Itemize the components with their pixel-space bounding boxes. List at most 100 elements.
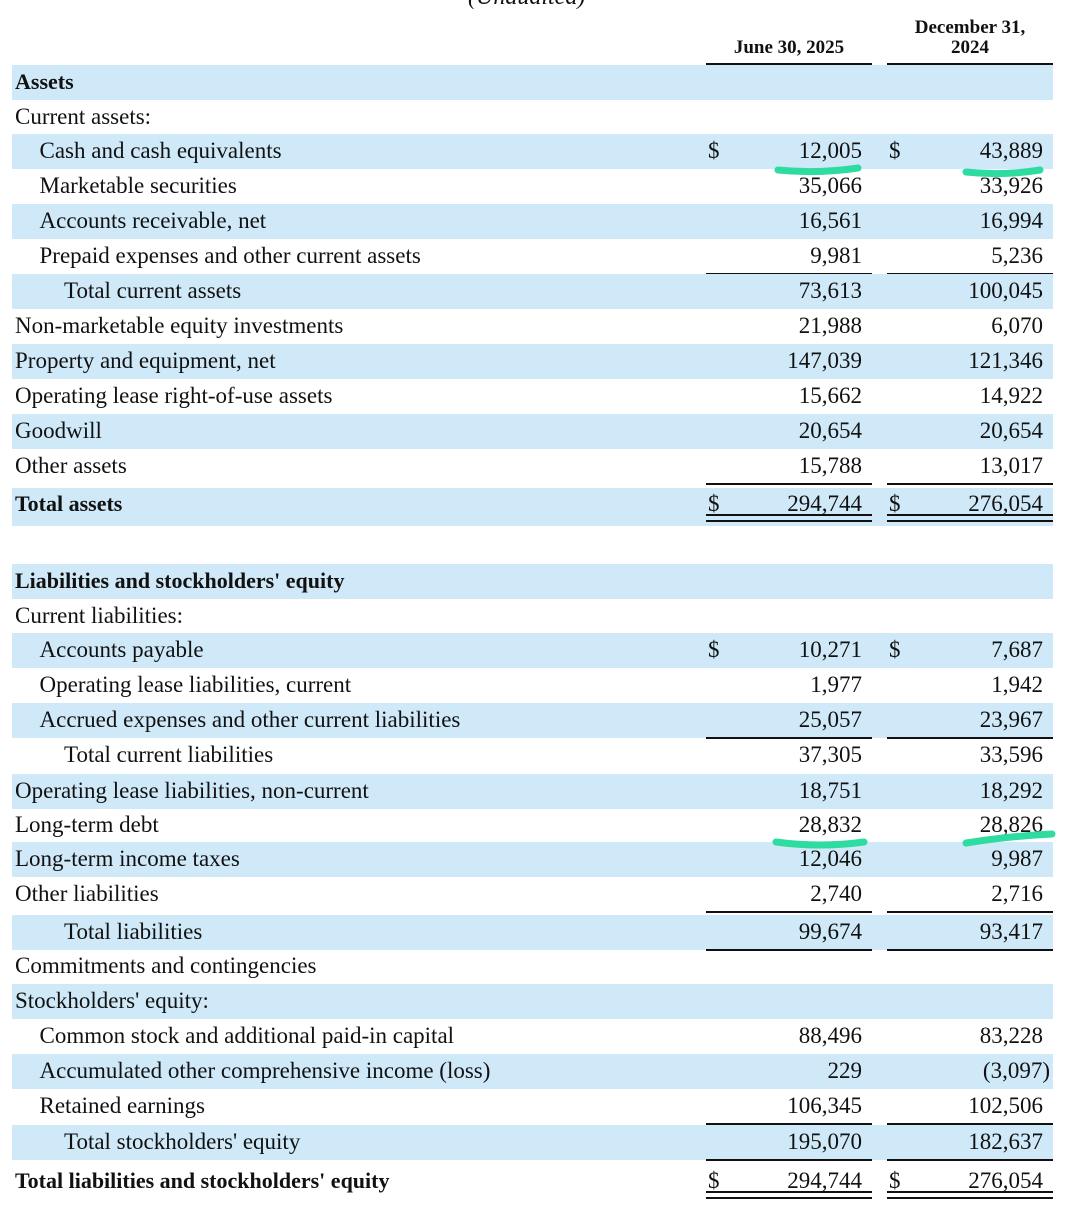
total-rule: [887, 1197, 1053, 1199]
row-label: Accounts receivable, net: [39, 208, 267, 233]
row-shading: [12, 414, 1053, 449]
total-rule: [887, 514, 1053, 516]
amount: 2,740: [810, 881, 862, 906]
row-label: Operating lease right-of-use assets: [15, 383, 333, 408]
total-rule: [706, 1197, 872, 1199]
amount: 37,305: [798, 742, 862, 767]
row-label: Other liabilities: [15, 881, 159, 906]
row-label: Current assets:: [15, 104, 152, 129]
amount: 1,977: [810, 672, 862, 697]
row-label: Stockholders' equity:: [15, 988, 209, 1013]
amount: 21,988: [798, 313, 862, 338]
hand-marks: [772, 164, 1056, 849]
currency-symbol: $: [889, 637, 901, 662]
highlight: [772, 838, 868, 849]
amount: 12,005: [798, 138, 862, 163]
amount: 9,987: [991, 846, 1043, 871]
total-rule: [706, 737, 872, 739]
row-label: Marketable securities: [39, 173, 237, 198]
header-rule: [706, 63, 872, 65]
amount: 83,228: [979, 1023, 1043, 1048]
amount: 88,496: [798, 1023, 862, 1048]
highlight: [774, 164, 862, 176]
amount: 229: [827, 1058, 863, 1083]
total-rule: [706, 514, 872, 516]
amount: 23,967: [979, 707, 1043, 732]
total-rule: [887, 737, 1053, 739]
row-shading: [12, 274, 1053, 309]
amount: 33,926: [979, 173, 1043, 198]
row-label: Other assets: [15, 453, 127, 478]
amount: 13,017: [979, 453, 1043, 478]
amount: 121,346: [968, 348, 1043, 373]
amount: 294,744: [787, 491, 862, 516]
amount: 1,942: [991, 672, 1043, 697]
row-shading: [12, 1054, 1053, 1089]
amount: 5,236: [991, 243, 1043, 268]
total-rule: [887, 483, 1053, 485]
highlight: [962, 166, 1044, 178]
total-rule: [887, 520, 1053, 522]
row-shading: [12, 204, 1053, 239]
amount: 18,751: [798, 778, 862, 803]
amount: 276,054: [968, 1168, 1043, 1193]
amount: 25,057: [798, 707, 862, 732]
total-rule: [706, 1123, 872, 1125]
row-label: Assets: [15, 69, 74, 94]
row-label: Total liabilities and stockholders' equi…: [15, 1168, 390, 1193]
amount: 195,070: [787, 1129, 862, 1154]
row-shading: [12, 774, 1053, 809]
row-label: Non-marketable equity investments: [15, 313, 344, 338]
amount: 20,654: [798, 418, 862, 443]
amount: 147,039: [787, 348, 862, 373]
total-rule: [706, 911, 872, 913]
row-label: Commitments and contingencies: [15, 953, 317, 978]
amount: 15,788: [798, 453, 862, 478]
column-header: June 30, 2025: [733, 37, 845, 58]
amount: 16,994: [979, 208, 1043, 233]
row-label: Accrued expenses and other current liabi…: [39, 707, 461, 732]
total-rule: [706, 483, 872, 485]
amount: 294,744: [787, 1168, 862, 1193]
row-shading: [12, 984, 1053, 1019]
amount: 12,046: [798, 846, 862, 871]
amount: 182,637: [968, 1129, 1043, 1154]
amount: 33,596: [979, 742, 1043, 767]
row-shading: [12, 633, 1053, 668]
row-label: Current liabilities:: [15, 603, 183, 628]
row-label: Total liabilities: [64, 919, 203, 944]
amount: 43,889: [979, 138, 1043, 163]
row-label: Goodwill: [15, 418, 102, 443]
currency-symbol: $: [889, 138, 901, 163]
total-rule: [887, 911, 1053, 913]
total-rule: [887, 1159, 1053, 1161]
amount: 106,345: [787, 1093, 862, 1118]
currency-symbol: $: [889, 491, 901, 516]
row-shading: [12, 65, 1053, 100]
total-rule: [887, 1191, 1053, 1193]
total-rule: [706, 520, 872, 522]
amount: 6,070: [991, 313, 1043, 338]
amount: 73,613: [798, 278, 862, 303]
row-shading: [12, 564, 1053, 599]
amount: 15,662: [798, 383, 862, 408]
row-label: Accumulated other comprehensive income (…: [39, 1058, 491, 1083]
total-rule: [706, 949, 872, 951]
amount: 35,066: [798, 173, 862, 198]
row-shading: [12, 842, 1053, 877]
currency-symbol: $: [708, 491, 720, 516]
amount: 14,922: [979, 383, 1043, 408]
total-rule: [706, 1191, 872, 1193]
row-shading: [12, 344, 1053, 379]
currency-symbol: $: [889, 1168, 901, 1193]
row-label: Long-term debt: [15, 812, 159, 837]
row-label: Total stockholders' equity: [64, 1129, 301, 1154]
row-label: Operating lease liabilities, current: [39, 672, 352, 697]
row-label: Total assets: [15, 491, 123, 516]
row-label: Operating lease liabilities, non-current: [15, 778, 369, 803]
row-label: Retained earnings: [39, 1093, 205, 1118]
amount: (3,097): [982, 1058, 1050, 1083]
amount: 276,054: [968, 491, 1043, 516]
amount: 18,292: [979, 778, 1043, 803]
